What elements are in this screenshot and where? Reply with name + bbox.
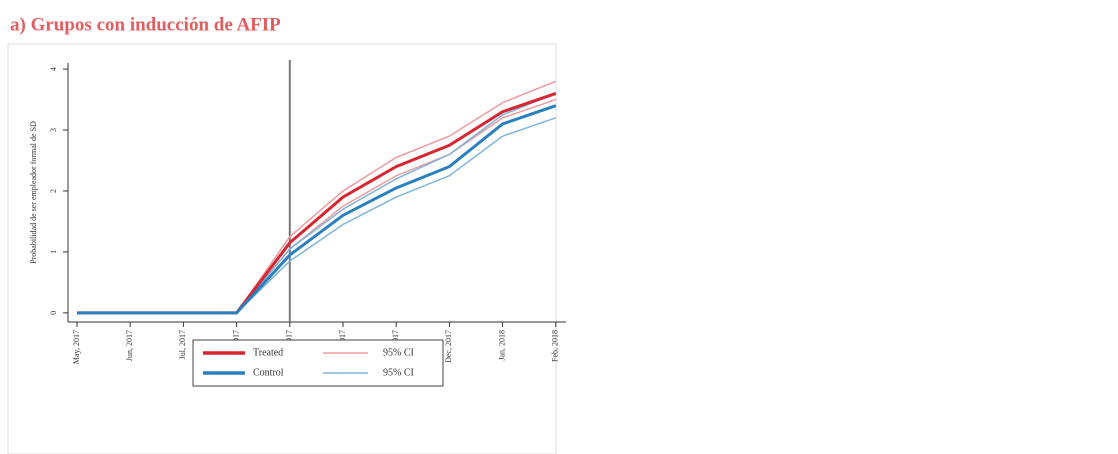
x-tick-label: Feb, 2018 [551,330,560,362]
legend-label: Control [816,424,847,435]
y-tick-label: 1 [49,250,58,254]
legend-box [192,339,444,387]
x-tick-label: Jul, 2017 [747,332,756,361]
legend-label: 95% CI [946,404,977,415]
legend-label: Treated [816,404,846,415]
legend-box [756,397,1006,443]
x-tick-label: May, 2017 [72,330,81,364]
y-tick-label: 4 [49,67,58,71]
ci-line [643,228,1118,316]
series-line [643,236,1118,316]
y-tick-label: 0 [49,311,58,315]
x-tick-label: Aug, 2017 [801,332,810,366]
ci-line [77,98,557,314]
y-tick-label: 1 [610,252,619,256]
chart-title: a) Grupos con inducción de AFIP [10,14,281,35]
y-axis-label: Probabilidad de ser empleador formal de … [29,121,38,264]
x-tick-label: Nov, 2017 [965,332,974,365]
legend-label: Treated [253,347,283,358]
legend-label: 95% CI [946,424,977,435]
y-tick-label: 4 [610,67,619,71]
legend-label: Control [253,367,284,378]
y-axis-label: Probabilidad de ser empleador formal de … [590,122,599,265]
legend-label: 95% CI [383,367,414,378]
x-tick-label: May, 2017 [638,332,647,366]
y-tick-label: 3 [49,128,58,132]
ci-line [77,80,557,314]
y-tick-label: 2 [610,191,619,195]
x-tick-label: Jun, 2017 [125,330,134,361]
y-tick-label: 3 [610,129,619,133]
x-tick-label: Jan, 2018 [497,330,506,361]
y-tick-label: 2 [49,189,58,193]
ci-line [643,240,1118,316]
panel-frame [574,44,1118,454]
x-tick-label: Jun, 2017 [692,332,701,363]
x-tick-label: Dec, 2017 [444,330,453,363]
chart-title: b) Grupos sin inducción de AFIP [576,14,843,35]
x-tick-label: Oct, 2017 [910,332,919,364]
legend-label: 95% CI [383,347,414,358]
panel-frame [7,43,557,454]
x-tick-label: Dec, 2017 [1019,332,1028,365]
series-line [77,92,557,315]
panel: a) Grupos con inducción de AFIP Probabili… [7,14,566,454]
x-tick-label: Sep, 2017 [856,332,865,364]
series-line [77,104,557,315]
x-tick-label: Jan, 2018 [1074,332,1083,363]
ci-line [643,231,1118,316]
ci-line [643,218,1118,315]
panel: b) Grupos sin inducción de AFIP Probabili… [574,14,1118,454]
ci-line [77,117,557,314]
ci-line [77,92,557,314]
series-line [643,223,1118,316]
x-tick-label: Jul, 2017 [178,330,187,359]
